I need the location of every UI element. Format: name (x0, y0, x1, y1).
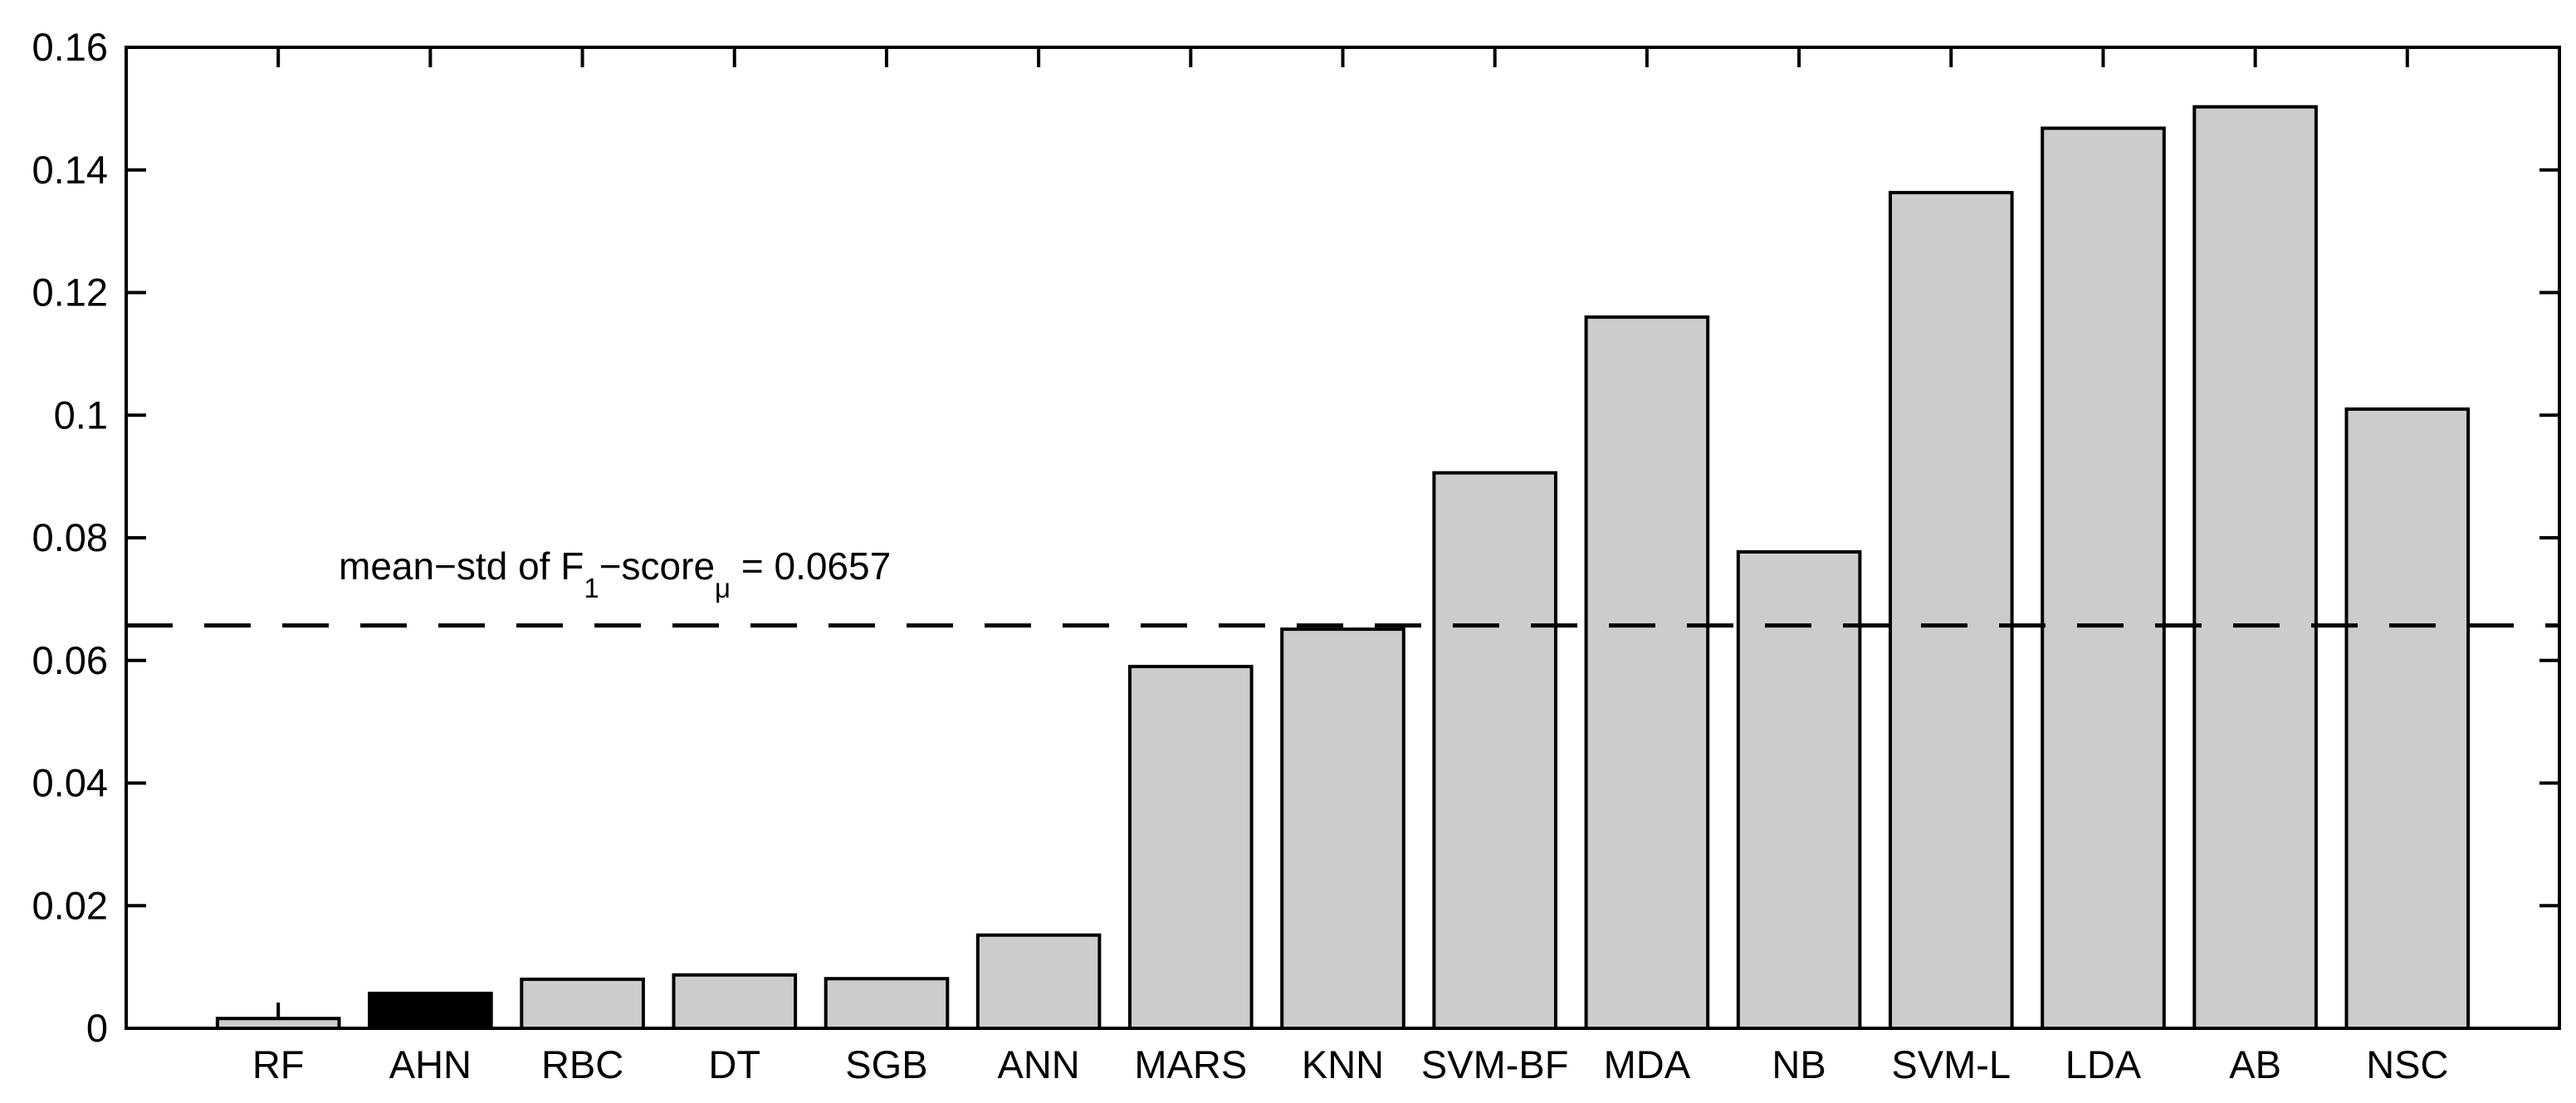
bar-dt (672, 973, 798, 1030)
x-tick-label-ann: ANN (998, 1042, 1080, 1086)
bar-sgb (824, 977, 950, 1030)
x-tick-label-rbc: RBC (541, 1042, 623, 1086)
y-tick-label: 0.02 (32, 883, 108, 927)
y-tick-label: 0 (86, 1006, 108, 1050)
bar-svm-l (1889, 191, 2014, 1031)
bar-nb (1736, 550, 1862, 1030)
y-tick-label: 0.08 (32, 515, 108, 559)
x-tick-label-mars: MARS (1134, 1042, 1247, 1086)
x-tick-label-dt: DT (708, 1042, 760, 1086)
mean-std-annotation: mean−std of F1−scoreμ = 0.0657 (339, 544, 891, 603)
bar-knn (1280, 627, 1405, 1030)
x-tick-label-mda: MDA (1604, 1042, 1691, 1086)
bar-mda (1584, 315, 1710, 1031)
x-tick-label-nb: NB (1772, 1042, 1826, 1086)
x-tick-label-ahn: AHN (389, 1042, 472, 1086)
y-tick-label: 0.12 (32, 271, 108, 315)
bar-ahn (368, 991, 493, 1031)
y-tick-label: 0.1 (54, 393, 108, 437)
bar-svm-bf (1432, 471, 1558, 1030)
y-tick-label: 0.14 (32, 148, 108, 192)
bar-rbc (520, 977, 645, 1031)
bar-nsc (2344, 407, 2471, 1030)
x-tick-label-svm-l: SVM-L (1891, 1042, 2011, 1086)
x-tick-label-sgb: SGB (845, 1042, 927, 1086)
y-tick-label: 0.06 (32, 638, 108, 682)
bar-lda (2041, 126, 2166, 1030)
bar-ann (975, 933, 1102, 1030)
x-tick-label-svm-bf: SVM-BF (1421, 1042, 1569, 1086)
bar-mars (1128, 665, 1254, 1030)
x-tick-label-lda: LDA (2065, 1042, 2142, 1086)
x-tick-label-knn: KNN (1302, 1042, 1384, 1086)
bar-ab (2192, 105, 2318, 1031)
x-tick-label-rf: RF (252, 1042, 305, 1086)
y-tick-label: 0.04 (32, 761, 108, 805)
x-tick-label-nsc: NSC (2366, 1042, 2448, 1086)
y-tick-label: 0.16 (32, 25, 108, 69)
x-tick-label-ab: AB (2229, 1042, 2281, 1086)
